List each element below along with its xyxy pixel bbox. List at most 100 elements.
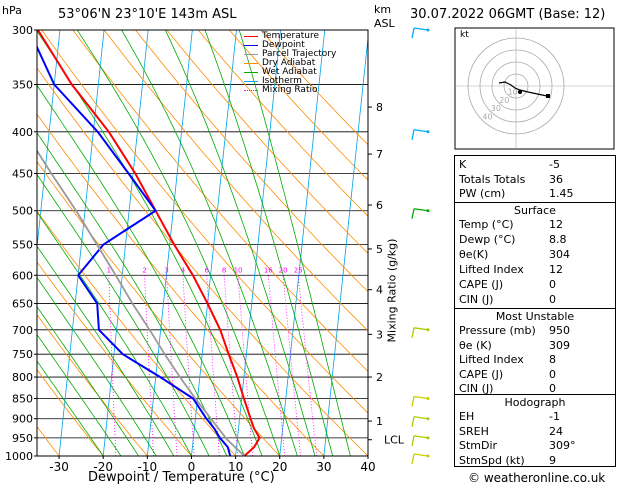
index-label: K bbox=[459, 158, 467, 171]
wind-barb-flag bbox=[411, 416, 415, 427]
wind-barb bbox=[413, 327, 429, 331]
mixing-ratio-label: 10 bbox=[234, 266, 243, 274]
mixing-ratio-label: 1 bbox=[107, 266, 111, 274]
surface-value: 304 bbox=[549, 248, 570, 261]
dry-adiabat bbox=[37, 161, 280, 456]
legend-label: Wet Adiabat bbox=[262, 67, 317, 77]
legend-swatch bbox=[244, 90, 258, 91]
legend-swatch bbox=[244, 72, 258, 73]
isotherm bbox=[146, 30, 193, 456]
series-temperature bbox=[37, 30, 261, 456]
most-unstable-label: Pressure (mb) bbox=[459, 324, 536, 337]
wet-adiabat bbox=[121, 30, 298, 456]
km-tick-label: 1 bbox=[376, 415, 383, 428]
temp-tick-label: 30 bbox=[316, 460, 331, 474]
wet-adiabat bbox=[37, 333, 122, 456]
pressure-tick-label: 300 bbox=[12, 24, 33, 37]
legend-label: Mixing Ratio bbox=[262, 85, 318, 95]
legend-label: Parcel Trajectory bbox=[262, 49, 337, 59]
index-value: 36 bbox=[549, 172, 563, 186]
most-unstable-label: CAPE (J) bbox=[459, 367, 504, 381]
mixing-ratio-label: 2 bbox=[142, 266, 146, 274]
mixing-ratio-line bbox=[166, 275, 178, 456]
temp-tick-label: 20 bbox=[272, 460, 287, 474]
wet-adiabat bbox=[37, 173, 210, 456]
wind-barb-flag bbox=[411, 453, 415, 465]
wind-barb-flag bbox=[411, 129, 415, 140]
wet-adiabat bbox=[204, 30, 334, 456]
dry-adiabat bbox=[37, 261, 192, 456]
wind-barb-base bbox=[426, 130, 430, 134]
most-unstable-header: Most Unstable bbox=[495, 310, 575, 323]
wind-barb-base bbox=[426, 454, 430, 458]
legend-item: Dry Adiabat bbox=[244, 58, 374, 68]
legend-label: Dry Adiabat bbox=[262, 58, 316, 68]
mixing-ratio-axis-title: Mixing Ratio (g/kg) bbox=[385, 238, 399, 343]
isotherm bbox=[279, 30, 326, 456]
mixing-ratio-line bbox=[297, 275, 318, 456]
surface-label: Dewp (°C) bbox=[459, 233, 516, 246]
most-unstable-value: 0 bbox=[549, 367, 556, 381]
wind-barb bbox=[413, 435, 429, 439]
temp-tick-label: -20 bbox=[93, 460, 113, 474]
wind-barb-base bbox=[426, 436, 430, 440]
pressure-tick-label: 400 bbox=[12, 126, 33, 139]
pressure-tick-label: 1000 bbox=[5, 450, 33, 463]
x-axis-title: Dewpoint / Temperature (°C) bbox=[88, 470, 275, 485]
mixing-ratio-line bbox=[223, 275, 239, 456]
hodograph-kt-label: kt bbox=[460, 30, 469, 40]
surface-header: Surface bbox=[514, 204, 556, 217]
surface-label: θe(K) bbox=[459, 248, 489, 261]
copyright-footer: © weatheronline.co.uk bbox=[468, 471, 606, 485]
mixing-ratio-line bbox=[282, 275, 301, 456]
wind-barb-flag bbox=[411, 396, 415, 407]
location-title: 53°06'N 23°10'E 143m ASL bbox=[58, 7, 237, 22]
wet-adiabat bbox=[37, 306, 139, 456]
pressure-tick-label: 450 bbox=[12, 167, 33, 180]
legend-item: Isotherm bbox=[244, 76, 374, 86]
dry-adiabat bbox=[37, 368, 104, 456]
mixing-ratio-line bbox=[237, 275, 253, 456]
legend-label: Isotherm bbox=[262, 76, 302, 86]
hodograph-value: 24 bbox=[549, 424, 563, 438]
plot-frame bbox=[36, 29, 369, 457]
mixing-ratio-label: 20 bbox=[279, 266, 288, 274]
wet-adiabat bbox=[76, 30, 281, 456]
mixing-ratio-label: 4 bbox=[181, 266, 186, 274]
datetime-title: 30.07.2022 06GMT (Base: 12) bbox=[410, 7, 606, 22]
series-dewpoint bbox=[37, 44, 232, 456]
surface-label: CAPE (J) bbox=[459, 278, 504, 291]
legend-item: Mixing Ratio bbox=[244, 85, 374, 95]
wet-adiabat bbox=[37, 84, 245, 456]
pressure-tick-label: 700 bbox=[12, 324, 33, 337]
surface-value: 12 bbox=[549, 263, 563, 276]
dry-adiabat bbox=[103, 30, 368, 332]
mixing-ratio-label: 25 bbox=[294, 266, 303, 274]
index-label: Totals Totals bbox=[459, 172, 526, 186]
hodograph-ring-label: 20 bbox=[499, 96, 509, 105]
km-tick-label: 7 bbox=[376, 148, 383, 161]
wind-barb-base bbox=[426, 328, 430, 332]
temp-tick-label: 10 bbox=[228, 460, 243, 474]
dry-adiabat bbox=[37, 67, 368, 456]
wind-barb-flag bbox=[411, 208, 415, 219]
mixing-ratio-line bbox=[267, 275, 286, 456]
temp-tick-label: 40 bbox=[360, 460, 375, 474]
legend-label: Dewpoint bbox=[262, 40, 305, 50]
pressure-tick-label: 950 bbox=[12, 432, 33, 445]
mixing-ratio-line bbox=[108, 275, 117, 456]
hodograph-value: 9 bbox=[549, 453, 556, 467]
km-tick-label: 3 bbox=[376, 328, 383, 341]
indices-panel: K -5 Totals Totals 36 PW (cm) 1.45 Surface Te… bbox=[454, 155, 616, 467]
temp-tick-label: 0 bbox=[188, 460, 196, 474]
lcl-label: LCL bbox=[384, 434, 405, 447]
legend-swatch bbox=[244, 36, 258, 37]
hodograph-ring-label: 10 bbox=[508, 87, 518, 96]
wet-adiabat bbox=[37, 30, 263, 456]
hodograph-header: Hodograph bbox=[504, 396, 566, 409]
most-unstable-value: 950 bbox=[549, 324, 570, 337]
storm-motion-marker bbox=[518, 90, 522, 94]
dry-adiabat bbox=[37, 113, 325, 456]
wet-adiabat bbox=[37, 245, 175, 456]
mixing-ratio-line bbox=[144, 275, 154, 456]
